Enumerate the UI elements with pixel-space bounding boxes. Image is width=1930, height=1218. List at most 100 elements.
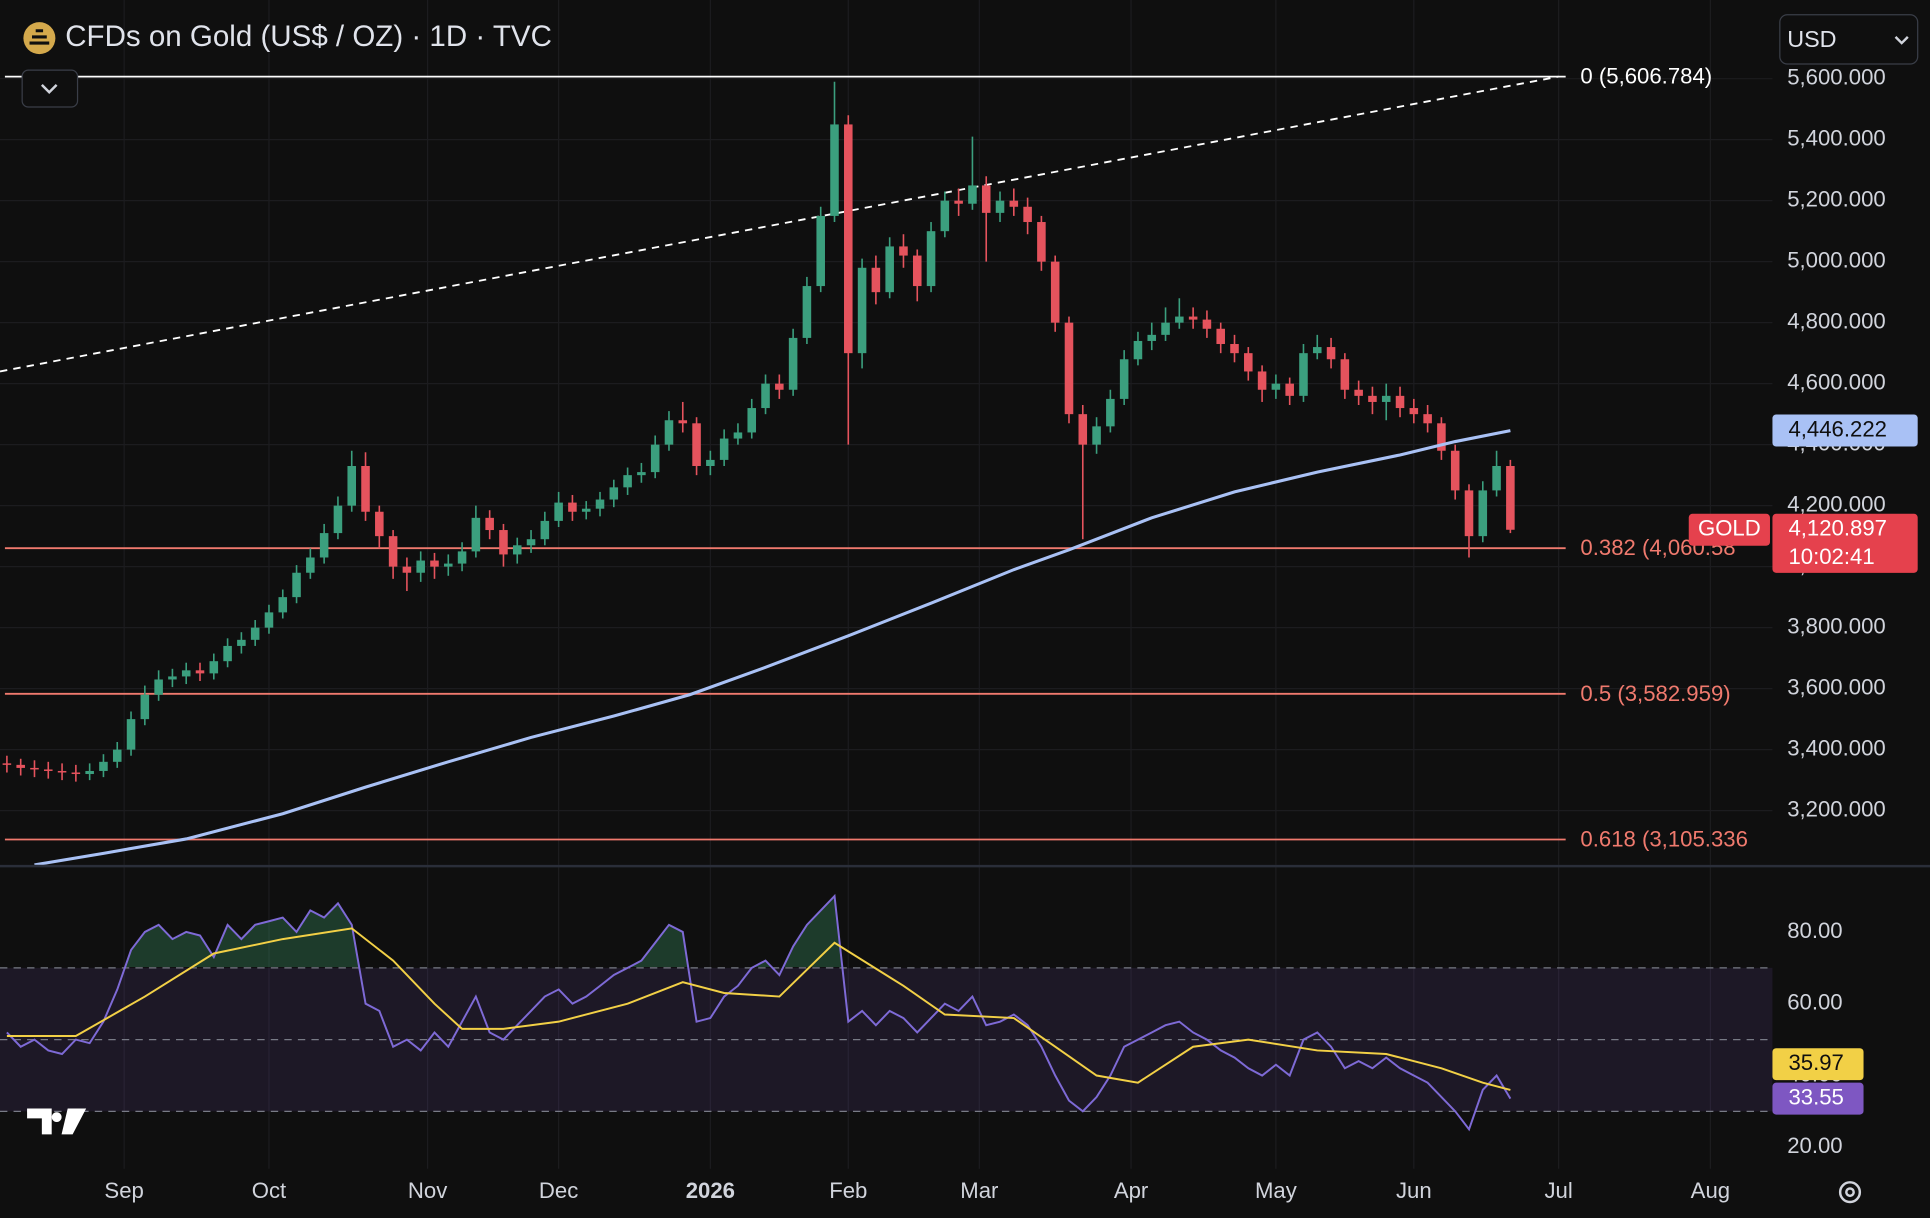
x-tick-label: Aug xyxy=(1691,1178,1730,1203)
candle-body xyxy=(402,566,412,573)
candle-body xyxy=(595,499,605,509)
candle-body xyxy=(1257,371,1267,390)
candle-body xyxy=(278,597,288,613)
y-tick-label: 5,400.000 xyxy=(1787,126,1886,151)
currency-label: USD xyxy=(1787,26,1836,52)
candle-body xyxy=(1464,490,1474,537)
candle-body xyxy=(1354,389,1363,396)
candle-body xyxy=(112,749,122,762)
candle-body xyxy=(719,438,729,460)
x-tick-label: Dec xyxy=(539,1178,578,1203)
price-tag-label: 35.97 xyxy=(1788,1050,1843,1075)
candle-body xyxy=(816,215,825,287)
rsi-average xyxy=(6,927,1511,1091)
fib-label: 0 (5,606.784) xyxy=(1580,64,1712,89)
candle-body xyxy=(954,200,963,204)
currency-select[interactable] xyxy=(1779,14,1919,65)
y-tick-label: 4,200.000 xyxy=(1787,491,1886,516)
fib-label: 0.618 (3,105.336 xyxy=(1580,827,1747,852)
y-tick-label: 3,400.000 xyxy=(1787,735,1886,760)
candle-body xyxy=(1175,316,1184,323)
candle-body xyxy=(71,772,81,775)
x-tick-label: Mar xyxy=(960,1178,998,1203)
candle-body xyxy=(940,200,950,232)
y-tick-label: 5,200.000 xyxy=(1787,187,1886,212)
rsi-line xyxy=(6,893,1512,1132)
candle-body xyxy=(99,761,108,771)
candle-body xyxy=(181,670,191,677)
settings-icon[interactable] xyxy=(1838,1181,1862,1204)
candle-body xyxy=(1368,395,1377,402)
candle-body xyxy=(457,551,467,564)
candle-body xyxy=(209,661,219,674)
y-tick-label: 3,800.000 xyxy=(1787,613,1886,638)
fib-label: 0.5 (3,582.959) xyxy=(1580,681,1730,706)
symbol-tag-label: GOLD xyxy=(1698,516,1761,541)
candle-body xyxy=(292,572,301,598)
candle-body xyxy=(1478,490,1488,537)
y-tick-label: 4,600.000 xyxy=(1787,370,1886,395)
candle-body xyxy=(1423,414,1432,424)
price-tag xyxy=(1772,1082,1864,1115)
candle-body xyxy=(857,267,867,354)
marks-layer xyxy=(0,75,1773,1132)
candle-body xyxy=(981,185,991,213)
candle-body xyxy=(540,520,550,540)
y-tick-label: 80.00 xyxy=(1787,918,1842,943)
candle-body xyxy=(1188,316,1198,320)
candle-body xyxy=(512,545,522,555)
candle-body xyxy=(678,420,688,424)
candle-body xyxy=(1216,328,1225,345)
x-tick-label: Jul xyxy=(1544,1178,1572,1203)
candle-body xyxy=(430,560,439,567)
x-tick-label: Nov xyxy=(408,1178,447,1203)
settings-icon-core xyxy=(1845,1187,1855,1198)
x-tick-label: Sep xyxy=(104,1178,143,1203)
candle-body xyxy=(1312,347,1322,354)
symbol-tag xyxy=(1688,513,1770,546)
candle-body xyxy=(830,124,839,216)
candle-body xyxy=(471,517,481,552)
candle-body xyxy=(195,670,205,674)
candle-body xyxy=(775,383,784,390)
candle-body xyxy=(57,770,67,773)
candle-body xyxy=(650,444,660,473)
candle-body xyxy=(30,767,39,770)
overbought-shade xyxy=(125,896,843,968)
candle-body xyxy=(319,533,329,558)
candle-body xyxy=(747,408,757,433)
candle-body xyxy=(126,719,136,750)
overlay-layer: 3,200.0003,400.0003,600.0003,800.0004,00… xyxy=(104,64,1918,1203)
x-tick-label: May xyxy=(1255,1178,1298,1203)
tradingview-logo[interactable] xyxy=(27,1108,87,1135)
legend-toggle[interactable] xyxy=(21,69,79,108)
candle-body xyxy=(1106,398,1115,427)
candle-body xyxy=(85,770,94,775)
candle-body xyxy=(664,420,674,445)
candle-body xyxy=(1492,465,1501,491)
candle-body xyxy=(968,185,977,204)
x-tick-label: Oct xyxy=(252,1178,286,1203)
candle-body xyxy=(1119,359,1129,399)
candle-body xyxy=(1064,322,1074,415)
trendline xyxy=(0,75,1559,373)
y-tick-label: 3,200.000 xyxy=(1787,796,1886,821)
price-tag xyxy=(1772,513,1918,573)
symbol-icon-bars xyxy=(29,29,50,45)
candle-body xyxy=(1230,344,1239,354)
candle-body xyxy=(223,645,232,662)
candle-body xyxy=(416,560,425,573)
price-tag-label: 4,446.222 xyxy=(1788,416,1887,441)
candle-body xyxy=(140,694,150,720)
candle-body xyxy=(1506,465,1515,530)
candle-body xyxy=(347,465,357,506)
candle-body xyxy=(1092,426,1101,445)
candle-body xyxy=(1271,383,1281,390)
candle-body xyxy=(692,423,701,466)
chevron-icon xyxy=(1894,36,1909,45)
candle-body xyxy=(264,612,274,628)
candle-body xyxy=(554,502,563,521)
candle-body xyxy=(912,255,922,287)
